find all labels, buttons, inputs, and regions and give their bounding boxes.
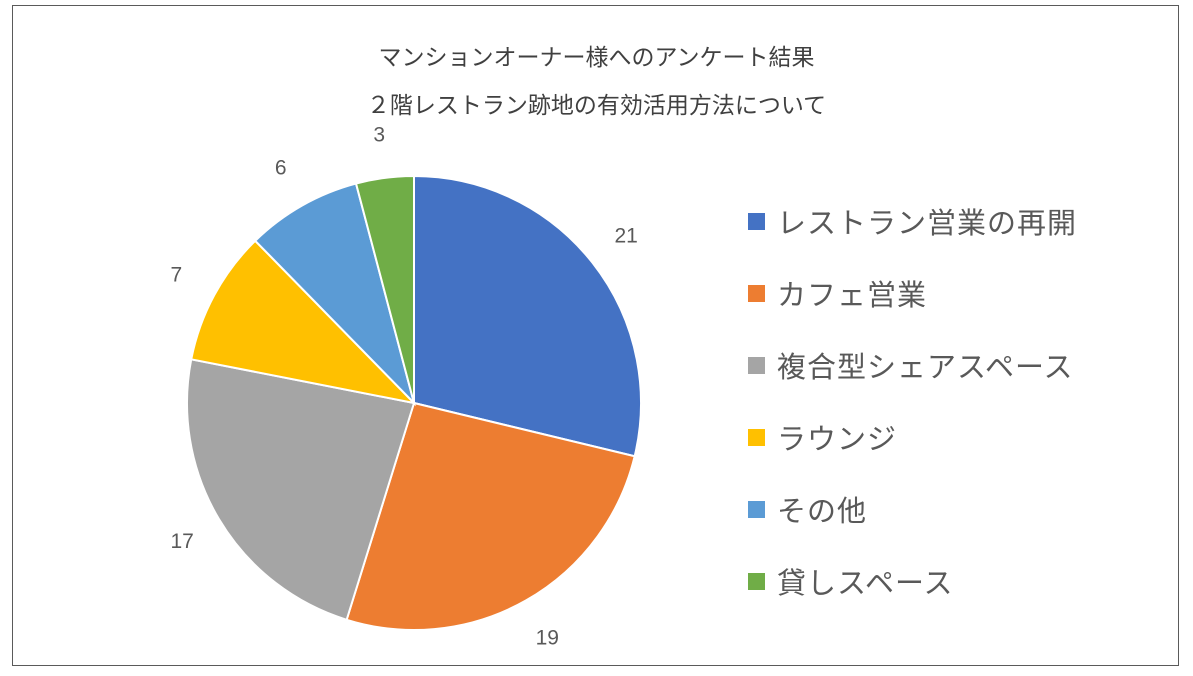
chart-frame — [12, 5, 1179, 666]
chart-title-line-2: ２階レストラン跡地の有効活用方法について — [366, 93, 827, 119]
pie-slice — [354, 174, 415, 404]
legend-swatch — [748, 572, 765, 590]
legend-swatch — [748, 212, 765, 230]
legend-label: レストラン営業の再開 — [777, 206, 1078, 240]
pie-slice — [413, 174, 642, 458]
legend-item: カフェ営業 — [748, 272, 927, 314]
pie-slice — [253, 182, 416, 407]
legend-swatch — [748, 428, 765, 446]
data-label: 6 — [275, 157, 287, 180]
data-label: 19 — [536, 626, 559, 649]
legend-label: その他 — [777, 494, 868, 528]
pie-slice — [345, 401, 636, 631]
chart-title-line-1: マンションオーナー様へのアンケート結果 — [378, 45, 815, 71]
data-label: 3 — [373, 124, 385, 147]
pie-slice — [190, 239, 417, 405]
data-label: 17 — [170, 530, 193, 553]
legend-swatch — [748, 284, 765, 302]
pie-slice — [186, 358, 416, 622]
legend-label: 貸しスペース — [777, 566, 954, 600]
data-label: 21 — [614, 224, 637, 247]
legend-item: 複合型シェアスペース — [748, 344, 1074, 386]
legend-item: ラウンジ — [748, 416, 897, 458]
legend-label: ラウンジ — [777, 422, 898, 456]
legend-item: レストラン営業の再開 — [748, 200, 1077, 242]
legend-item: 貸しスペース — [748, 560, 954, 602]
legend-label: カフェ営業 — [777, 278, 928, 312]
data-label: 7 — [171, 263, 183, 286]
legend-swatch — [748, 356, 765, 374]
legend-label: 複合型シェアスペース — [777, 350, 1074, 384]
legend-item: その他 — [748, 488, 867, 530]
legend-swatch — [748, 500, 765, 518]
